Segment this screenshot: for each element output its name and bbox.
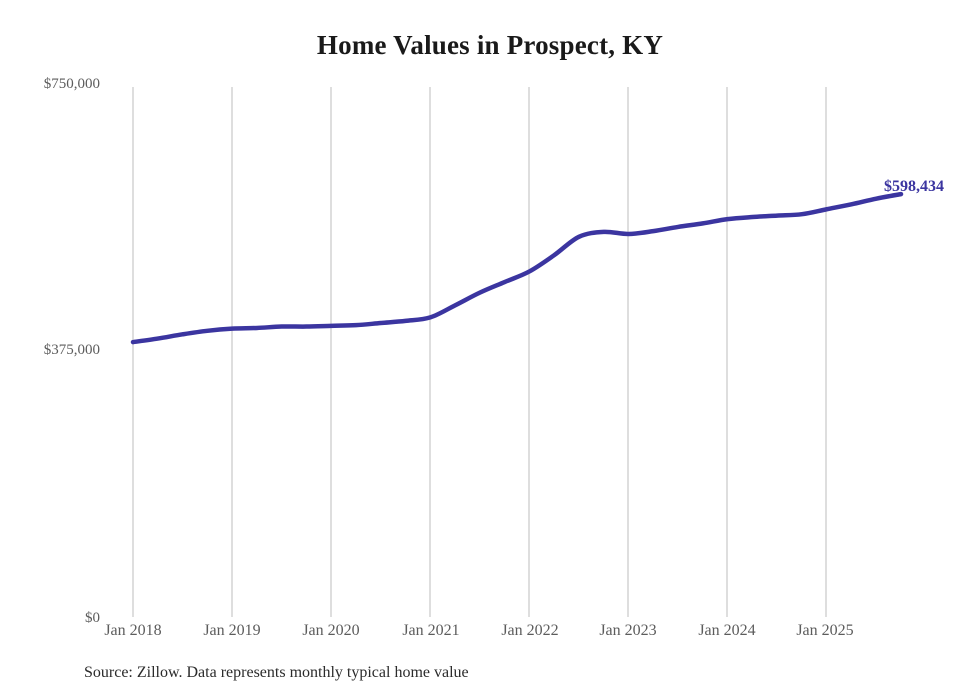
page-title: Home Values in Prospect, KY (316, 30, 664, 60)
x-axis-tick-label-2025: Jan 2025 (796, 622, 854, 639)
gridlines (132, 87, 827, 617)
x-axis-tick-label-2021: Jan 2021 (402, 622, 460, 639)
x-axis-tick-label-2022: Jan 2022 (501, 622, 559, 639)
y-axis-tick-label-zero: $0 (85, 610, 100, 626)
x-axis-tick-label-2024: Jan 2024 (698, 622, 756, 639)
source-note: Source: Zillow. Data represents monthly … (84, 664, 469, 681)
data-series-line (130, 191, 904, 345)
end-value-annotation: $598,434 (884, 178, 944, 195)
x-axis-tick-label-2020: Jan 2020 (302, 622, 360, 639)
y-axis-tick-label-top: $750,000 (43, 76, 100, 92)
x-axis-tick-label-2019: Jan 2019 (203, 622, 261, 639)
x-axis-tick-label-2018: Jan 2018 (104, 622, 162, 639)
y-axis-tick-label-mid: $375,000 (43, 342, 100, 358)
x-axis-tick-label-2023: Jan 2023 (599, 622, 657, 639)
